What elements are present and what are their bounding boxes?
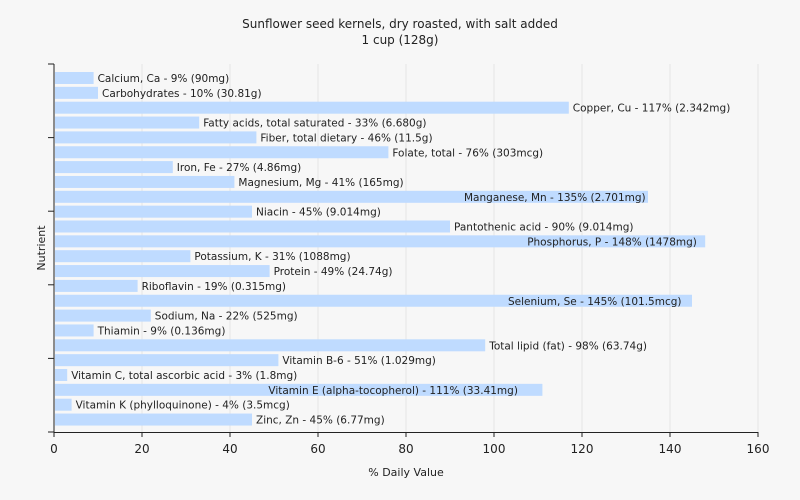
bar-label: Riboflavin - 19% (0.315mg): [142, 281, 286, 293]
bar: [55, 86, 98, 99]
bars: Calcium, Ca - 9% (90mg) Carbohydrates - 1…: [55, 72, 730, 427]
x-tick-label: 40: [222, 442, 237, 456]
bar: [55, 146, 389, 159]
chart-title-line-1: Sunflower seed kernels, dry roasted, wit…: [242, 17, 558, 31]
bar-label: Manganese, Mn - 135% (2.701mg): [464, 192, 646, 204]
x-tick-label: 120: [571, 442, 594, 456]
x-tick-label: 160: [747, 442, 770, 456]
x-tick-label: 140: [659, 442, 682, 456]
bar-label: Pantothenic acid - 90% (9.014mg): [454, 222, 633, 234]
bar-label: Copper, Cu - 117% (2.342mg): [573, 103, 731, 115]
bar: [55, 279, 138, 292]
bar-label: Iron, Fe - 27% (4.86mg): [177, 162, 301, 174]
bar-label: Folate, total - 76% (303mcg): [392, 147, 543, 159]
x-tick-label: 100: [483, 442, 506, 456]
y-axis-title: Nutrient: [35, 225, 48, 271]
bar: [55, 265, 270, 278]
x-axis-title: % Daily Value: [368, 466, 444, 479]
bar-label: Vitamin B-6 - 51% (1.029mg): [282, 355, 436, 367]
grid-lines: [141, 64, 759, 432]
bar: [55, 175, 235, 188]
chart-title-line-2: 1 cup (128g): [361, 33, 439, 47]
bar-label: Fatty acids, total saturated - 33% (6.68…: [203, 118, 426, 130]
bar-label: Protein - 49% (24.74g): [274, 266, 393, 278]
bar-label: Phosphorus, P - 148% (1478mg): [527, 236, 697, 248]
bar: [55, 324, 94, 337]
bar: [55, 398, 72, 411]
bar: [55, 339, 486, 352]
bar: [55, 131, 257, 144]
bar-label: Total lipid (fat) - 98% (63.74g): [488, 340, 647, 352]
bar: [55, 72, 94, 84]
bar: [55, 250, 191, 263]
x-tick-label: 20: [134, 442, 149, 456]
bar-label: Zinc, Zn - 45% (6.77mg): [256, 415, 385, 427]
bar-label: Potassium, K - 31% (1088mg): [194, 251, 350, 263]
bar: [55, 413, 252, 426]
bar: [55, 116, 200, 129]
bar-label: Calcium, Ca - 9% (90mg): [98, 73, 230, 85]
bar: [55, 220, 450, 233]
bar: [55, 101, 569, 114]
bar: [55, 161, 173, 174]
bar-label: Vitamin K (phylloquinone) - 4% (3.5mcg): [76, 400, 290, 412]
bar: [55, 354, 279, 367]
bar-label: Carbohydrates - 10% (30.81g): [102, 88, 262, 100]
x-tick-label: 60: [310, 442, 325, 456]
bar-label: Magnesium, Mg - 41% (165mg): [238, 177, 403, 189]
bar: [55, 294, 692, 307]
bar-label: Niacin - 45% (9.014mg): [256, 207, 381, 219]
bar: [55, 369, 68, 381]
bar: [55, 309, 151, 322]
axes: 0 20 40 60 80 100 120 140 160: [48, 63, 770, 456]
bar-label: Fiber, total dietary - 46% (11.5g): [260, 132, 432, 144]
x-tick-label: 80: [398, 442, 413, 456]
bar: [55, 190, 648, 203]
bar-label: Vitamin C, total ascorbic acid - 3% (1.8…: [71, 370, 297, 382]
bar: [55, 205, 252, 218]
bar-label: Thiamin - 9% (0.136mg): [97, 325, 226, 337]
bar-label: Sodium, Na - 22% (525mg): [155, 311, 298, 323]
x-tick-label: 0: [50, 442, 58, 456]
bar-label: Vitamin E (alpha-tocopherol) - 111% (33.…: [268, 385, 518, 397]
bar: [55, 383, 543, 396]
chart-title: Sunflower seed kernels, dry roasted, wit…: [0, 16, 800, 48]
bar: [55, 235, 706, 248]
bar-label: Selenium, Se - 145% (101.5mcg): [508, 296, 682, 308]
